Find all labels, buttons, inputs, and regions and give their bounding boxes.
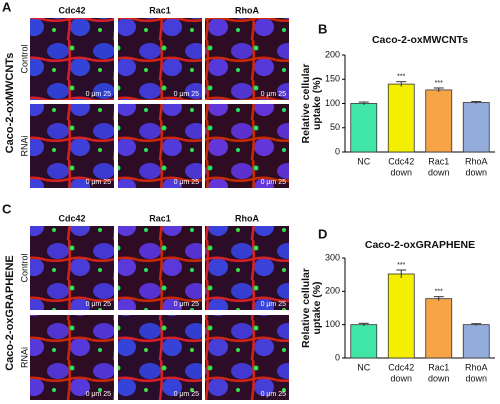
row-label: Control [19,253,29,282]
micrograph [205,315,289,400]
scale-bar: 0 μm 25 [86,91,112,98]
bar [425,298,453,359]
chart-title: Caco-2-oxMWCNTs [372,34,468,46]
scale-bar: 0 μm 25 [174,91,200,98]
significance: *** [397,74,405,81]
y-tick-label: 50 [330,122,340,132]
y-tick-label: 100 [325,98,340,108]
row-label: RNAi [19,347,29,368]
y-tick-label: 100 [325,319,340,329]
scale-bar: 0 μm 25 [261,301,287,308]
significance: *** [435,289,443,296]
column-header: Rac1 [149,5,171,15]
column-header: Rac1 [149,213,171,223]
x-tick-label: down [390,167,412,177]
x-tick-label: Cdc42 [388,156,414,166]
y-tick-label: 200 [325,286,340,296]
y-tick-label: 300 [325,252,340,262]
panel-label: B [318,21,327,36]
vertical-title: Caco-2-oxMWCNTs [4,53,16,154]
micrograph [30,104,114,188]
y-tick-label: 200 [325,49,340,59]
scale-bar: 0 μm 25 [174,391,200,398]
micrograph [30,315,114,400]
significance: *** [397,262,405,269]
panel-label: D [318,226,327,241]
x-tick-label: NC [357,362,370,372]
x-tick-label: down [390,373,412,383]
x-tick-label: down [465,167,487,177]
error-bar [396,269,407,278]
bar [350,103,378,153]
panel-label: A [2,0,12,14]
micrograph [118,18,202,100]
micrograph [30,226,114,310]
scale-bar: 0 μm 25 [261,91,287,98]
x-tick-label: Rac1 [428,362,449,372]
significance: *** [435,80,443,87]
bar [387,273,415,359]
chart-title: Caco-2-oxGRAPHENE [365,239,475,251]
vertical-title: Caco-2-oxGRAPHENE [4,255,16,371]
column-header: Cdc42 [58,213,85,223]
micrograph [118,315,202,400]
scale-bar: 0 μm 25 [261,391,287,398]
column-header: Cdc42 [58,5,85,15]
x-tick-label: down [428,373,450,383]
x-tick-label: NC [357,156,370,166]
row-label: Control [19,44,29,73]
error-bar [433,87,444,92]
micrograph [205,226,289,310]
error-bar [471,323,482,326]
error-bar [471,101,482,104]
scale-bar: 0 μm 25 [261,179,287,186]
bar [425,89,453,153]
x-tick-label: down [465,373,487,383]
micrograph [118,104,202,188]
y-axis-label: uptake (%) [311,77,323,130]
y-tick-label: 0 [335,146,340,156]
x-tick-label: Cdc42 [388,362,414,372]
x-tick-label: RhoA [465,362,488,372]
error-bar [358,322,369,326]
column-header: RhoA [235,5,259,15]
y-axis-label: Relative cellular [300,64,312,144]
scale-bar: 0 μm 25 [86,301,112,308]
scale-bar: 0 μm 25 [86,179,112,186]
x-tick-label: RhoA [465,156,488,166]
y-tick-label: 150 [325,74,340,84]
micrograph [30,18,114,100]
y-tick-label: 0 [335,352,340,362]
y-axis-label: Relative cellular [300,268,312,348]
micrograph [205,104,289,188]
panel-label: C [2,201,12,216]
column-header: RhoA [235,213,259,223]
micrograph [118,226,202,310]
error-bar [358,101,369,105]
row-label: RNAi [19,135,29,156]
bar [462,324,490,359]
y-axis-label: uptake (%) [311,281,323,334]
scale-bar: 0 μm 25 [174,179,200,186]
error-bar [396,81,407,87]
bar [350,324,378,359]
micrograph [205,18,289,100]
x-tick-label: Rac1 [428,156,449,166]
scale-bar: 0 μm 25 [174,301,200,308]
x-tick-label: down [428,167,450,177]
scale-bar: 0 μm 25 [86,391,112,398]
bar [387,83,415,153]
error-bar [433,296,444,301]
bar [462,102,490,153]
